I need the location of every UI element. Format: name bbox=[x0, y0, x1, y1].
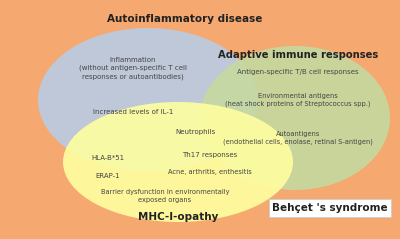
Text: Acne, arthritis, enthesitis: Acne, arthritis, enthesitis bbox=[168, 169, 252, 175]
Ellipse shape bbox=[38, 28, 258, 172]
Text: Autoinflammatory disease: Autoinflammatory disease bbox=[107, 14, 263, 24]
Text: Inflammation
(without antigen-specific T cell
responses or autoantibodies): Inflammation (without antigen-specific T… bbox=[79, 56, 187, 80]
Text: Behçet 's syndrome: Behçet 's syndrome bbox=[272, 203, 388, 213]
Text: Neutrophils: Neutrophils bbox=[175, 129, 215, 135]
Text: Autoantigens
(endothelial cells, enolase, retinal S-antigen): Autoantigens (endothelial cells, enolase… bbox=[223, 131, 373, 145]
Ellipse shape bbox=[63, 102, 293, 222]
Text: HLA-B*51: HLA-B*51 bbox=[92, 155, 124, 161]
Text: Adaptive immune responses: Adaptive immune responses bbox=[218, 50, 378, 60]
Text: MHC-I-opathy: MHC-I-opathy bbox=[138, 212, 218, 222]
Ellipse shape bbox=[13, 14, 383, 230]
Text: Antigen-specific T/B cell responses: Antigen-specific T/B cell responses bbox=[237, 69, 359, 75]
Text: ERAP-1: ERAP-1 bbox=[96, 173, 120, 179]
Ellipse shape bbox=[200, 46, 390, 190]
Text: Th17 responses: Th17 responses bbox=[182, 152, 238, 158]
Text: Increased levels of IL-1: Increased levels of IL-1 bbox=[93, 109, 173, 115]
Text: Environmental antigens
(heat shock proteins of Streptococcus spp.): Environmental antigens (heat shock prote… bbox=[225, 93, 371, 107]
Text: Barrier dysfunction in environmentally
exposed organs: Barrier dysfunction in environmentally e… bbox=[101, 189, 229, 203]
